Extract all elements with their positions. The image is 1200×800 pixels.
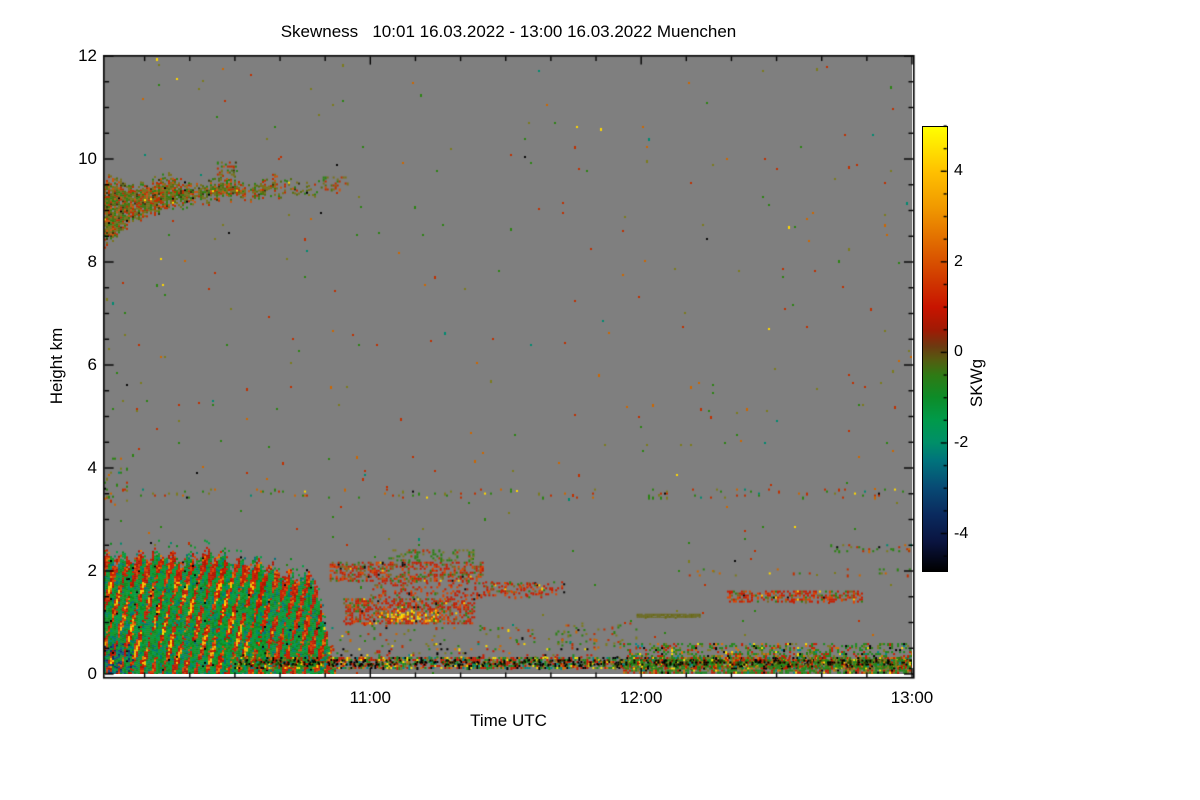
y-tick-label: 6 xyxy=(87,355,97,374)
colorbar-tick-label: -2 xyxy=(954,433,969,451)
y-tick-label: 10 xyxy=(78,149,97,168)
colorbar-label: SKWg xyxy=(967,358,986,408)
x-tick-label: 11:00 xyxy=(349,688,391,707)
y-tick-label: 2 xyxy=(87,561,97,580)
colorbar-tick-label: 4 xyxy=(954,162,963,180)
y-tick-label: 12 xyxy=(78,46,97,65)
y-tick-label: 0 xyxy=(87,664,97,683)
x-axis-label: Time UTC xyxy=(470,711,547,730)
colorbar-tick-label: -4 xyxy=(954,524,969,542)
y-tick-label: 8 xyxy=(87,252,97,271)
y-tick-label: 4 xyxy=(87,458,97,477)
colorbar-tick-label: 2 xyxy=(954,252,963,270)
colorbar-tick-label: 0 xyxy=(954,343,963,361)
x-tick-label: 13:00 xyxy=(890,688,934,707)
x-tick-label: 12:00 xyxy=(619,688,663,707)
